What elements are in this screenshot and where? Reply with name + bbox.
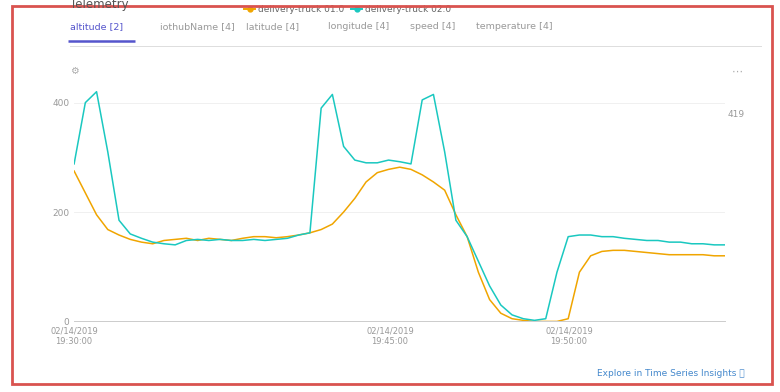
Text: latitude [4]: latitude [4] [246,22,299,31]
Text: Explore in Time Series Insights ⓘ: Explore in Time Series Insights ⓘ [597,369,745,378]
Text: speed [4]: speed [4] [410,22,455,31]
Legend: delivery-truck 01.0, delivery-truck 02.0: delivery-truck 01.0, delivery-truck 02.0 [241,2,455,18]
Text: iothubName [4]: iothubName [4] [160,22,235,31]
Text: Telemetry: Telemetry [70,0,129,11]
Text: temperature [4]: temperature [4] [476,22,552,31]
Text: longitude [4]: longitude [4] [328,22,389,31]
Text: ⋯: ⋯ [732,67,743,76]
Text: ⚙: ⚙ [70,67,79,76]
Text: altitude [2]: altitude [2] [70,22,123,31]
Text: 419: 419 [728,110,745,119]
